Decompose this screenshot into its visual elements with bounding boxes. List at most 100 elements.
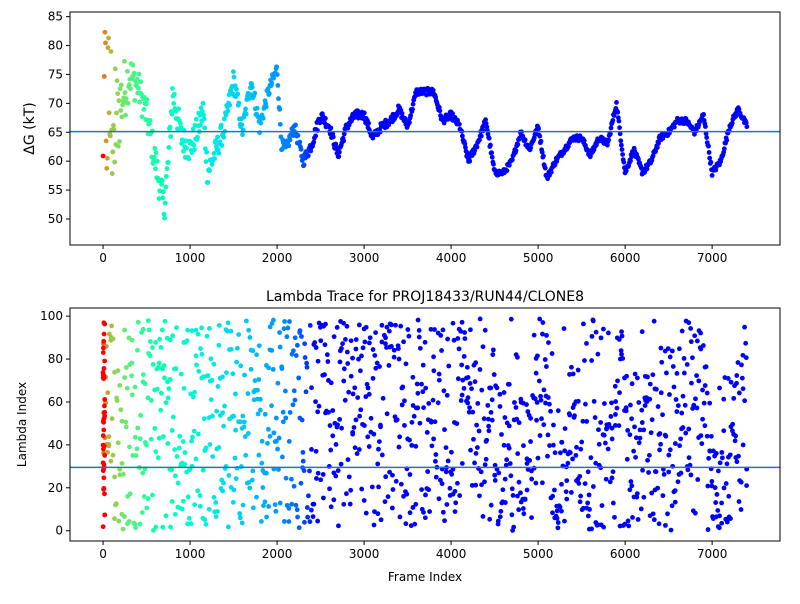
- x-tick-label: 7000: [697, 251, 728, 265]
- delta-g-point: [169, 111, 175, 117]
- lambda-point: [675, 403, 681, 409]
- lambda-point: [344, 491, 349, 497]
- lambda-point: [508, 316, 514, 322]
- lambda-point: [309, 507, 314, 513]
- delta-g-point: [366, 120, 372, 126]
- lambda-point: [645, 374, 650, 380]
- lambda-point: [141, 494, 147, 499]
- delta-g-point: [195, 134, 200, 140]
- lambda-point: [348, 487, 354, 493]
- lambda-point: [273, 415, 279, 421]
- delta-g-point: [311, 139, 317, 145]
- lambda-point: [704, 390, 710, 396]
- delta-g-point: [167, 124, 173, 130]
- lambda-point: [133, 453, 139, 458]
- lambda-point: [197, 503, 203, 509]
- lambda-point: [293, 502, 299, 508]
- lambda-point: [488, 502, 494, 508]
- delta-g-point: [193, 116, 199, 122]
- lambda-point: [203, 445, 209, 451]
- lambda-point: [445, 336, 451, 342]
- delta-g-point: [456, 121, 462, 127]
- lambda-point: [734, 380, 739, 386]
- delta-g-point: [202, 125, 208, 131]
- delta-g-point: [207, 168, 213, 174]
- lambda-point: [438, 333, 444, 338]
- x-tick-label: 5000: [523, 547, 554, 561]
- lambda-point: [366, 340, 372, 346]
- lambda-point: [322, 342, 328, 348]
- lambda-point: [119, 461, 125, 466]
- lambda-point: [649, 490, 655, 496]
- lambda-point: [363, 394, 369, 400]
- lambda-point: [254, 494, 259, 500]
- lambda-point: [160, 434, 166, 439]
- delta-g-plot-frame: [70, 12, 780, 245]
- lambda-point: [286, 519, 292, 524]
- lambda-point: [311, 501, 317, 507]
- delta-g-point: [122, 90, 128, 96]
- lambda-point: [532, 396, 538, 402]
- lambda-point: [321, 495, 326, 501]
- lambda-point: [220, 374, 225, 380]
- lambda-point: [496, 470, 502, 476]
- lambda-point: [583, 401, 588, 407]
- lambda-point: [338, 461, 344, 467]
- lambda-point: [584, 341, 589, 346]
- lambda-point: [361, 498, 367, 503]
- delta-g-point: [117, 86, 123, 92]
- delta-g-point: [236, 100, 242, 106]
- lambda-point: [739, 362, 744, 368]
- delta-g-point: [606, 137, 611, 143]
- delta-g-point: [125, 68, 130, 74]
- lambda-point: [369, 484, 375, 490]
- lambda-point: [172, 447, 178, 452]
- lambda-point: [732, 438, 738, 444]
- lambda-point: [702, 423, 708, 429]
- lambda-point: [465, 400, 471, 406]
- lambda-point: [213, 514, 219, 519]
- lambda-point: [422, 515, 428, 521]
- lambda-point: [276, 467, 281, 472]
- lambda-point: [536, 378, 542, 384]
- lambda-point: [629, 381, 635, 387]
- lambda-point: [663, 522, 668, 528]
- lambda-point: [655, 404, 661, 409]
- lambda-point: [633, 454, 638, 460]
- lambda-point: [180, 498, 186, 504]
- delta-g-point: [548, 169, 554, 175]
- lambda-point: [101, 366, 107, 371]
- delta-g-point: [513, 148, 519, 154]
- lambda-point: [459, 461, 465, 466]
- lambda-point: [339, 425, 344, 431]
- lambda-point: [468, 327, 473, 333]
- lambda-point: [281, 326, 287, 332]
- lambda-point: [140, 372, 146, 378]
- delta-g-point: [144, 97, 150, 102]
- lambda-point: [324, 352, 330, 358]
- lambda-point: [207, 325, 212, 331]
- lambda-point: [122, 327, 127, 333]
- lambda-point: [100, 460, 106, 466]
- lambda-point: [487, 516, 493, 522]
- lambda-point: [717, 385, 722, 391]
- lambda-point: [727, 452, 733, 458]
- delta-g-point: [184, 145, 189, 151]
- lambda-point: [465, 375, 471, 380]
- lambda-point: [731, 395, 737, 401]
- lambda-point: [228, 328, 234, 334]
- lambda-point: [488, 409, 494, 415]
- lambda-point: [464, 364, 470, 370]
- lambda-point: [664, 370, 669, 376]
- delta-g-point: [118, 82, 124, 88]
- lambda-point: [184, 338, 190, 344]
- lambda-point: [713, 451, 719, 456]
- lambda-point: [363, 510, 369, 516]
- lambda-point: [115, 440, 121, 446]
- lambda-point: [509, 486, 515, 492]
- lambda-point: [379, 322, 385, 328]
- lambda-point: [525, 409, 531, 414]
- lambda-point: [304, 505, 310, 510]
- delta-g-point: [190, 126, 196, 132]
- lambda-point: [499, 432, 504, 437]
